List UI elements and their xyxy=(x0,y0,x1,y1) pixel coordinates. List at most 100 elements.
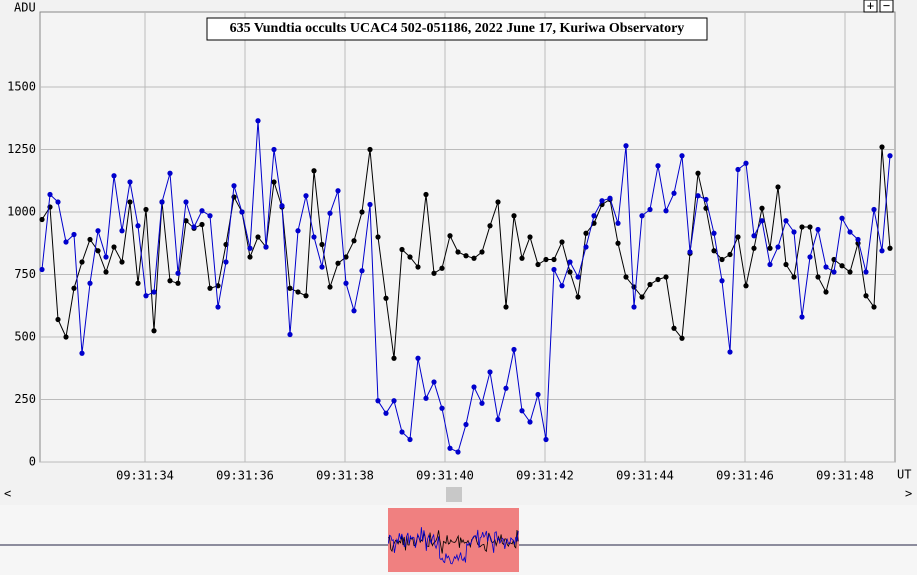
data-point xyxy=(135,280,141,286)
data-point xyxy=(55,316,61,323)
data-point xyxy=(279,203,285,209)
data-point xyxy=(143,293,149,299)
data-point xyxy=(359,209,365,215)
data-point xyxy=(287,331,293,338)
data-point xyxy=(719,256,725,263)
data-point xyxy=(431,270,437,276)
data-point xyxy=(95,248,101,254)
data-point xyxy=(695,170,701,176)
data-point xyxy=(583,244,589,250)
data-point xyxy=(711,248,717,254)
data-point xyxy=(671,190,677,196)
data-point xyxy=(799,314,805,320)
data-point xyxy=(879,248,885,254)
data-point xyxy=(495,416,501,423)
data-point xyxy=(519,408,525,414)
data-point xyxy=(815,226,821,233)
data-point xyxy=(223,259,229,265)
data-point xyxy=(327,284,333,290)
data-point xyxy=(479,249,485,255)
data-point xyxy=(487,223,493,229)
data-point xyxy=(647,281,653,288)
x-tick-label: 09:31:34 xyxy=(116,469,174,483)
data-point xyxy=(567,259,573,265)
data-point xyxy=(71,285,77,291)
data-point xyxy=(95,228,101,234)
zoom-out-label[interactable]: − xyxy=(883,0,890,13)
data-point xyxy=(623,274,629,280)
data-point xyxy=(687,249,693,255)
data-point xyxy=(199,221,205,228)
data-point xyxy=(863,293,869,299)
data-point xyxy=(431,379,437,385)
data-point xyxy=(319,241,325,248)
data-point xyxy=(295,289,301,295)
data-point xyxy=(47,191,53,198)
data-point xyxy=(151,328,157,334)
data-point xyxy=(247,254,253,260)
x-tick-label: 09:31:42 xyxy=(516,469,574,483)
scroll-right[interactable]: > xyxy=(905,487,912,501)
data-point xyxy=(415,355,421,361)
data-point xyxy=(255,234,261,240)
data-point xyxy=(167,170,173,176)
data-point xyxy=(831,269,837,275)
data-point xyxy=(751,245,757,251)
data-point xyxy=(887,153,893,159)
data-point xyxy=(407,436,413,443)
data-point xyxy=(375,234,381,240)
zoom-out-button[interactable] xyxy=(879,0,894,13)
data-point xyxy=(775,184,781,190)
data-point xyxy=(791,229,797,235)
data-point xyxy=(823,289,829,295)
data-point xyxy=(423,395,429,401)
data-point xyxy=(231,183,237,189)
data-point xyxy=(735,234,741,240)
data-point xyxy=(87,236,93,243)
data-point xyxy=(79,259,85,265)
data-point xyxy=(255,118,261,124)
data-point xyxy=(711,230,717,236)
data-point xyxy=(151,289,157,295)
y-tick-label: 1500 xyxy=(7,80,36,94)
data-point xyxy=(639,213,645,219)
data-point xyxy=(535,261,541,268)
data-point xyxy=(439,405,445,411)
y-tick-label: 250 xyxy=(14,392,36,406)
scroll-thumb[interactable] xyxy=(446,487,462,502)
x-tick-label: 09:31:40 xyxy=(416,469,474,483)
data-point xyxy=(103,269,109,275)
data-point xyxy=(847,269,853,275)
data-point xyxy=(631,304,637,310)
data-point xyxy=(471,255,477,261)
data-point xyxy=(727,251,733,258)
data-point xyxy=(191,224,197,230)
data-point xyxy=(487,369,493,375)
x-tick-label: 09:31:48 xyxy=(816,469,874,483)
data-point xyxy=(367,201,373,208)
data-point xyxy=(639,294,645,300)
data-point xyxy=(295,228,301,234)
scroll-left[interactable]: < xyxy=(4,487,11,501)
data-point xyxy=(719,278,725,284)
data-point xyxy=(455,249,461,255)
x-tick-label: 09:31:38 xyxy=(316,469,374,483)
data-point xyxy=(335,188,341,194)
data-point xyxy=(607,195,613,201)
y-tick-label: 500 xyxy=(14,330,36,344)
y-tick-label: 750 xyxy=(14,267,36,281)
zoom-in-button[interactable] xyxy=(863,0,878,13)
data-point xyxy=(71,231,77,238)
data-point xyxy=(783,218,789,224)
zoom-in-label[interactable]: + xyxy=(867,0,874,13)
title-box xyxy=(206,17,708,41)
data-point xyxy=(679,335,685,341)
x-axis-label: UT xyxy=(897,468,911,482)
data-point xyxy=(591,213,597,219)
data-point xyxy=(655,163,661,169)
data-point xyxy=(871,206,877,213)
data-point xyxy=(839,263,845,269)
data-point xyxy=(399,429,405,435)
data-point xyxy=(455,449,461,455)
data-point xyxy=(671,325,677,331)
